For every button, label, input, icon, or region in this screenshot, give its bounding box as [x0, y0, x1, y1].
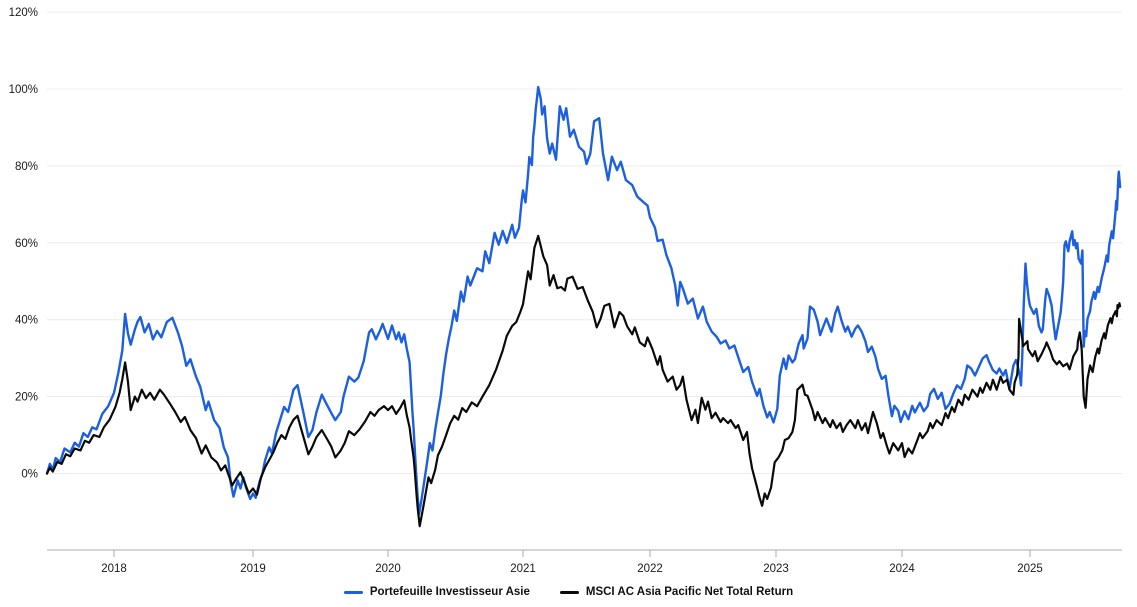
legend-label-portfolio: Portefeuille Investisseur Asie — [369, 586, 530, 598]
y-axis-label: 100% — [9, 84, 38, 96]
x-axis-label: 2022 — [637, 563, 663, 575]
series-line-portfolio[interactable] — [45, 85, 1122, 516]
line-chart-canvas[interactable]: 0% 20% 40% 60% 80% 100% 120% 2018 2019 2020 2021 20… — [0, 0, 1137, 586]
chart-legend: Portefeuille Investisseur Asie MSCI AC A… — [0, 586, 1137, 598]
series-line-benchmark[interactable] — [45, 234, 1122, 528]
y-axis-label: 0% — [21, 469, 38, 481]
portfolio-line-swatch — [343, 590, 363, 594]
x-axis-label: 2023 — [763, 563, 789, 575]
y-axis-label: 60% — [15, 238, 38, 250]
y-axis-label: 40% — [15, 315, 38, 327]
y-axis-label: 20% — [15, 392, 38, 404]
legend-item-benchmark[interactable]: MSCI AC Asia Pacific Net Total Return — [559, 586, 794, 598]
y-axis-label: 80% — [15, 161, 38, 173]
x-axis-label: 2020 — [375, 563, 401, 575]
x-axis-label: 2019 — [240, 563, 266, 575]
y-axis-label: 120% — [9, 7, 38, 19]
legend-item-portfolio[interactable]: Portefeuille Investisseur Asie — [343, 586, 530, 598]
x-axis-label: 2021 — [510, 563, 536, 575]
x-axis-label: 2025 — [1017, 563, 1043, 575]
legend-label-benchmark: MSCI AC Asia Pacific Net Total Return — [585, 586, 794, 598]
x-axis-label: 2024 — [889, 563, 915, 575]
benchmark-line-swatch — [559, 590, 579, 594]
x-axis-label: 2018 — [101, 563, 127, 575]
